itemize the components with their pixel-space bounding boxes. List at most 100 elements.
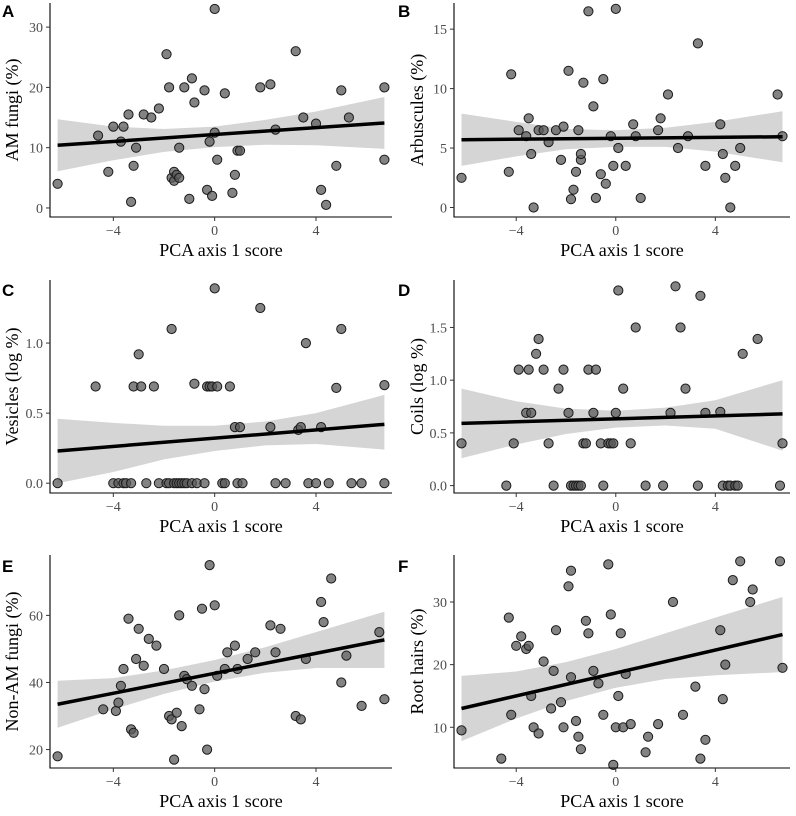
data-point <box>506 69 517 80</box>
data-point <box>570 715 582 727</box>
data-point <box>204 136 215 147</box>
data-point <box>222 647 233 658</box>
x-axis-label: PCA axis 1 score <box>560 791 684 811</box>
data-point <box>598 480 609 491</box>
data-point <box>141 478 152 489</box>
y-tick-label: 1.5 <box>430 321 448 336</box>
data-point <box>212 381 223 392</box>
x-axis-label: PCA axis 1 score <box>560 240 684 260</box>
data-point <box>118 663 129 675</box>
data-point <box>496 753 507 764</box>
data-point <box>583 628 594 639</box>
panel-letter: B <box>398 2 410 21</box>
x-tick-label: 4 <box>313 500 320 515</box>
y-tick-label: 0 <box>36 202 43 217</box>
x-tick-label: 0 <box>211 224 218 239</box>
data-point <box>580 615 592 626</box>
data-point <box>209 600 220 611</box>
x-tick-label: −4 <box>509 500 524 515</box>
data-point <box>565 672 577 683</box>
data-point <box>513 364 524 375</box>
data-point <box>725 202 736 213</box>
x-tick-label: 4 <box>712 775 719 790</box>
data-point <box>356 478 367 489</box>
data-point <box>752 333 763 345</box>
data-point <box>720 659 731 670</box>
y-tick-label: 60 <box>29 609 43 624</box>
data-point <box>133 349 144 360</box>
x-tick-label: 0 <box>211 775 218 790</box>
x-tick-label: 0 <box>612 500 619 515</box>
data-point <box>379 380 390 391</box>
confidence-band <box>461 597 783 742</box>
axis-lines <box>453 555 790 769</box>
data-point <box>115 680 127 691</box>
data-point <box>184 193 195 204</box>
data-point <box>563 65 574 76</box>
y-axis-label: Non-AM fungi (%) <box>2 592 23 732</box>
data-point <box>128 727 139 738</box>
data-point <box>730 160 741 171</box>
data-point <box>732 480 743 491</box>
y-tick-label: 20 <box>29 744 43 759</box>
data-point <box>727 575 738 586</box>
y-tick-label: 10 <box>29 142 43 157</box>
data-point <box>533 728 544 739</box>
data-point <box>672 142 684 154</box>
data-point <box>379 694 390 705</box>
y-tick-label: 0.0 <box>430 480 448 495</box>
data-point <box>700 160 711 171</box>
data-point <box>237 478 248 489</box>
panel-b: B −4 0 4 0 5 10 15 PCA axis 1 score Arbuscules (%… <box>398 2 790 260</box>
data-point <box>513 125 524 136</box>
data-point <box>270 647 281 658</box>
data-point <box>242 653 253 665</box>
data-point <box>229 169 240 180</box>
data-point <box>280 478 291 489</box>
x-tick-label: 0 <box>612 775 619 790</box>
data-point <box>148 381 159 392</box>
data-point <box>186 73 197 84</box>
data-point <box>565 194 577 205</box>
data-point <box>456 725 467 736</box>
data-point <box>171 707 182 718</box>
data-point <box>174 172 185 183</box>
data-point <box>692 38 704 49</box>
data-point <box>695 753 706 764</box>
data-point <box>103 166 114 177</box>
data-point <box>209 283 220 294</box>
panel-d: D −4 0 4 0.0 0.5 1.0 1.5 PCA axis 1 score Coils (… <box>398 280 790 536</box>
data-point <box>219 478 230 489</box>
data-point <box>610 407 621 418</box>
data-point <box>593 678 604 689</box>
data-point <box>653 125 664 136</box>
data-point <box>374 627 385 638</box>
data-point <box>209 3 220 15</box>
data-point <box>126 196 137 207</box>
data-point <box>747 584 758 595</box>
y-tick-label: 20 <box>29 81 43 96</box>
data-point <box>516 631 527 642</box>
data-point <box>735 556 746 567</box>
data-point <box>680 383 691 394</box>
data-point <box>194 704 205 715</box>
data-point <box>379 82 390 93</box>
data-point <box>508 438 519 449</box>
data-point <box>295 714 306 725</box>
data-point <box>717 694 728 705</box>
data-point <box>690 681 701 692</box>
panel-letter: C <box>2 281 14 300</box>
data-point <box>321 199 332 210</box>
data-point <box>108 121 119 132</box>
data-point <box>275 623 286 634</box>
data-point <box>98 704 109 715</box>
data-point <box>310 478 322 489</box>
data-point <box>199 684 210 695</box>
x-tick-label: 0 <box>211 500 218 515</box>
data-point <box>628 119 639 130</box>
data-point <box>298 112 309 123</box>
data-point <box>331 382 342 393</box>
data-point <box>590 364 602 375</box>
data-point <box>774 556 786 567</box>
regression-line <box>461 412 783 426</box>
